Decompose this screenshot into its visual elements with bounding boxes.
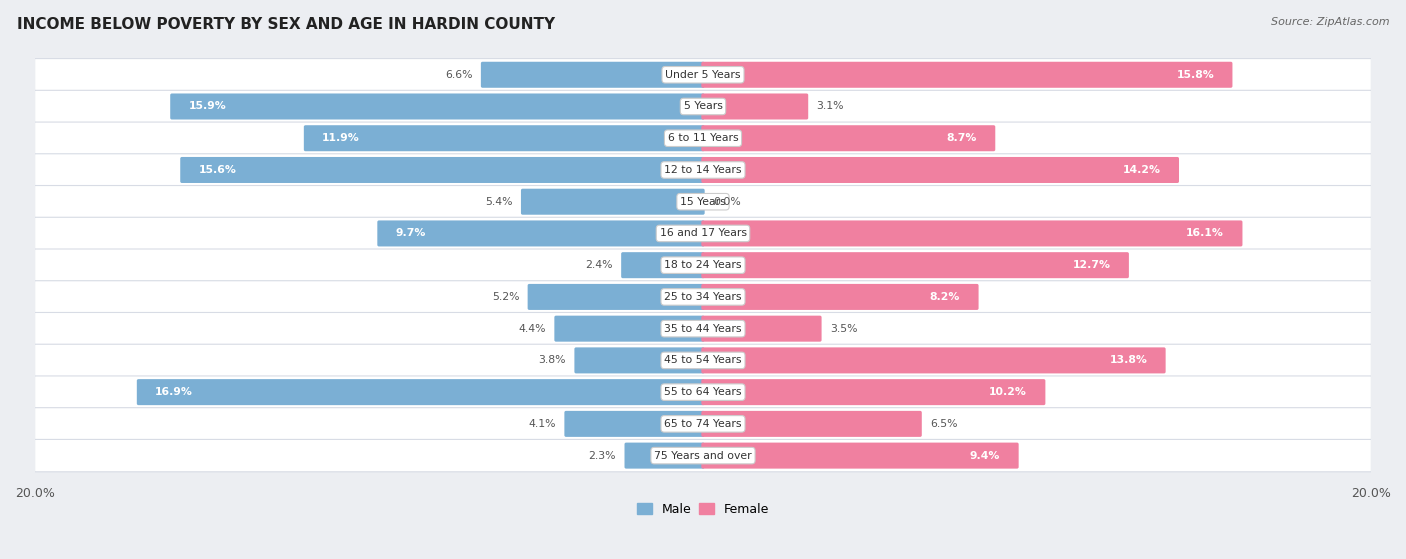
FancyBboxPatch shape	[575, 347, 704, 373]
FancyBboxPatch shape	[35, 376, 1371, 408]
FancyBboxPatch shape	[702, 220, 1243, 247]
FancyBboxPatch shape	[702, 157, 1180, 183]
Text: 6 to 11 Years: 6 to 11 Years	[668, 133, 738, 143]
Text: Source: ZipAtlas.com: Source: ZipAtlas.com	[1271, 17, 1389, 27]
FancyBboxPatch shape	[554, 316, 704, 342]
Text: 35 to 44 Years: 35 to 44 Years	[664, 324, 742, 334]
Text: 15.8%: 15.8%	[1177, 70, 1213, 80]
FancyBboxPatch shape	[35, 249, 1371, 281]
FancyBboxPatch shape	[522, 189, 704, 215]
Text: 15.6%: 15.6%	[198, 165, 236, 175]
FancyBboxPatch shape	[702, 411, 922, 437]
Text: 5.2%: 5.2%	[492, 292, 519, 302]
FancyBboxPatch shape	[35, 217, 1371, 250]
Text: 5 Years: 5 Years	[683, 102, 723, 111]
FancyBboxPatch shape	[702, 284, 979, 310]
Text: 55 to 64 Years: 55 to 64 Years	[664, 387, 742, 397]
FancyBboxPatch shape	[35, 281, 1371, 313]
Text: 12.7%: 12.7%	[1073, 260, 1111, 270]
Text: 45 to 54 Years: 45 to 54 Years	[664, 356, 742, 366]
Text: 6.5%: 6.5%	[931, 419, 957, 429]
Text: 75 Years and over: 75 Years and over	[654, 451, 752, 461]
Text: 8.2%: 8.2%	[929, 292, 960, 302]
FancyBboxPatch shape	[136, 379, 704, 405]
FancyBboxPatch shape	[35, 91, 1371, 122]
Text: 2.3%: 2.3%	[589, 451, 616, 461]
FancyBboxPatch shape	[481, 61, 704, 88]
Text: 3.5%: 3.5%	[830, 324, 858, 334]
Text: 15.9%: 15.9%	[188, 102, 226, 111]
Text: 16.1%: 16.1%	[1187, 229, 1225, 239]
FancyBboxPatch shape	[304, 125, 704, 151]
Text: 9.4%: 9.4%	[970, 451, 1000, 461]
FancyBboxPatch shape	[35, 439, 1371, 472]
Text: Under 5 Years: Under 5 Years	[665, 70, 741, 80]
Text: 11.9%: 11.9%	[322, 133, 360, 143]
FancyBboxPatch shape	[702, 347, 1166, 373]
Text: 15 Years: 15 Years	[681, 197, 725, 207]
FancyBboxPatch shape	[702, 125, 995, 151]
Text: 10.2%: 10.2%	[990, 387, 1026, 397]
Text: 13.8%: 13.8%	[1109, 356, 1147, 366]
FancyBboxPatch shape	[702, 316, 821, 342]
FancyBboxPatch shape	[35, 344, 1371, 377]
Text: 14.2%: 14.2%	[1122, 165, 1160, 175]
FancyBboxPatch shape	[702, 443, 1019, 468]
Text: 16.9%: 16.9%	[155, 387, 193, 397]
FancyBboxPatch shape	[564, 411, 704, 437]
Text: 4.4%: 4.4%	[519, 324, 546, 334]
Text: 9.7%: 9.7%	[395, 229, 426, 239]
FancyBboxPatch shape	[170, 93, 704, 120]
Text: 65 to 74 Years: 65 to 74 Years	[664, 419, 742, 429]
FancyBboxPatch shape	[621, 252, 704, 278]
Text: 3.8%: 3.8%	[538, 356, 567, 366]
Text: 5.4%: 5.4%	[485, 197, 513, 207]
FancyBboxPatch shape	[377, 220, 704, 247]
Text: 6.6%: 6.6%	[446, 70, 472, 80]
FancyBboxPatch shape	[35, 154, 1371, 186]
FancyBboxPatch shape	[35, 122, 1371, 154]
Text: 12 to 14 Years: 12 to 14 Years	[664, 165, 742, 175]
FancyBboxPatch shape	[527, 284, 704, 310]
Text: 4.1%: 4.1%	[529, 419, 555, 429]
FancyBboxPatch shape	[702, 93, 808, 120]
Text: 16 and 17 Years: 16 and 17 Years	[659, 229, 747, 239]
Text: 3.1%: 3.1%	[817, 102, 844, 111]
Text: INCOME BELOW POVERTY BY SEX AND AGE IN HARDIN COUNTY: INCOME BELOW POVERTY BY SEX AND AGE IN H…	[17, 17, 555, 32]
FancyBboxPatch shape	[702, 379, 1046, 405]
Text: 25 to 34 Years: 25 to 34 Years	[664, 292, 742, 302]
FancyBboxPatch shape	[35, 312, 1371, 345]
Text: 0.0%: 0.0%	[713, 197, 741, 207]
FancyBboxPatch shape	[702, 252, 1129, 278]
FancyBboxPatch shape	[35, 186, 1371, 218]
FancyBboxPatch shape	[702, 61, 1233, 88]
FancyBboxPatch shape	[35, 59, 1371, 91]
FancyBboxPatch shape	[35, 408, 1371, 440]
FancyBboxPatch shape	[180, 157, 704, 183]
Text: 18 to 24 Years: 18 to 24 Years	[664, 260, 742, 270]
Legend: Male, Female: Male, Female	[631, 498, 775, 520]
Text: 2.4%: 2.4%	[585, 260, 613, 270]
Text: 8.7%: 8.7%	[946, 133, 977, 143]
FancyBboxPatch shape	[624, 443, 704, 468]
